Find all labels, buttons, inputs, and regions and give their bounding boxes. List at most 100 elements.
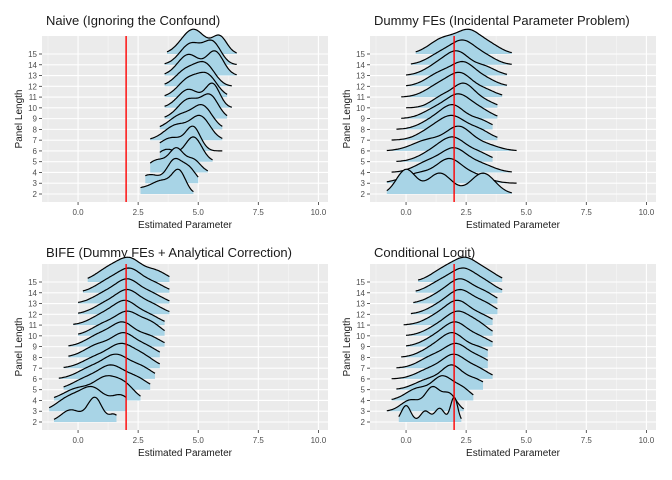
x-tick-label: 2.5	[461, 208, 473, 217]
y-tick-label: 4	[361, 168, 366, 177]
y-tick-label: 11	[357, 321, 366, 330]
ridge-line-9	[68, 321, 165, 347]
ridge-line-7	[391, 114, 498, 141]
ridge-line-10	[406, 82, 498, 109]
ridge-line-4	[391, 147, 512, 173]
y-tick-label: 14	[356, 289, 365, 298]
x-tick-label: 7.5	[253, 436, 265, 445]
ridge-line-5	[396, 136, 493, 162]
ridge-line-3	[386, 385, 465, 412]
ridge-line-15	[417, 256, 503, 281]
y-tick-label: 2	[33, 418, 38, 427]
ridge-fill-11	[401, 72, 503, 98]
y-tick-label: 10	[28, 332, 37, 341]
x-tick-label: 7.5	[581, 436, 593, 445]
y-tick-label: 6	[33, 375, 38, 384]
y-axis-label: Panel Length	[342, 90, 353, 149]
y-tick-label: 12	[28, 310, 37, 319]
y-tick-label: 12	[356, 82, 365, 91]
ridge-line-5	[63, 364, 151, 388]
ridge-fill-3	[49, 386, 127, 412]
ridge-line-6	[58, 353, 156, 379]
ridge-line-10	[406, 310, 493, 336]
ridge-line-7	[63, 342, 161, 368]
y-tick-label: 9	[361, 115, 366, 124]
ridge-fill-6	[391, 354, 493, 379]
panel-dummy-fe: Dummy FEs (Incidental Parameter Problem)…	[342, 13, 656, 231]
y-axis-label: Panel Length	[14, 90, 25, 149]
ridge-line-12	[77, 288, 170, 314]
y-tick-label: 11	[29, 321, 38, 330]
y-tick-label: 8	[33, 353, 38, 362]
y-tick-label: 4	[33, 168, 38, 177]
x-tick-label: 10.0	[639, 208, 655, 217]
x-tick-label: 10.0	[639, 436, 655, 445]
ridge-line-7	[396, 342, 489, 369]
ridge-line-9	[164, 93, 228, 118]
y-tick-label: 8	[33, 125, 38, 134]
ridge-line-14	[410, 39, 512, 65]
y-tick-label: 8	[361, 125, 366, 134]
y-tick-label: 15	[28, 278, 37, 287]
ridge-line-3	[48, 385, 127, 409]
y-tick-label: 9	[33, 343, 38, 352]
x-tick-label: 10.0	[311, 208, 327, 217]
y-tick-label: 8	[361, 353, 366, 362]
ridge-line-13	[78, 278, 170, 303]
y-tick-label: 6	[361, 147, 366, 156]
x-tick-label: 5.0	[521, 436, 533, 445]
x-tick-label: 7.5	[253, 208, 265, 217]
x-tick-label: 5.0	[193, 208, 205, 217]
ridge-line-3	[145, 157, 199, 178]
y-tick-label: 10	[356, 332, 365, 341]
ridge-line-8	[159, 103, 223, 128]
ridge-fill-2	[140, 169, 194, 194]
x-tick-label: 2.5	[461, 436, 473, 445]
x-tick-label: 2.5	[133, 208, 145, 217]
ridge-line-14	[415, 267, 503, 292]
ridge-line-11	[403, 299, 493, 326]
ridge-line-13	[164, 50, 237, 76]
ridge-line-14	[164, 39, 237, 65]
ridge-line-15	[415, 28, 512, 54]
ridge-line-12	[164, 60, 232, 87]
x-axis-label: Estimated Parameter	[138, 220, 233, 231]
x-axis-label: Estimated Parameter	[466, 448, 561, 459]
ridge-fill-3	[145, 158, 199, 184]
y-tick-label: 14	[356, 61, 365, 70]
panel-title: Conditional Logit)	[374, 245, 475, 260]
y-tick-label: 11	[357, 93, 366, 102]
ridge-line-9	[401, 93, 498, 119]
y-tick-label: 7	[361, 364, 366, 373]
ridge-line-12	[406, 60, 508, 87]
y-tick-label: 13	[356, 72, 365, 81]
ridge-line-13	[413, 278, 498, 304]
y-tick-label: 13	[28, 300, 37, 309]
x-tick-label: 0.0	[72, 436, 84, 445]
y-tick-label: 15	[356, 50, 365, 59]
ridge-line-8	[396, 104, 493, 130]
ridge-line-2	[53, 396, 117, 420]
ridge-line-13	[406, 50, 508, 76]
ridge-line-2	[398, 396, 462, 420]
panel-bife: BIFE (Dummy FEs + Analytical Correction)…	[14, 245, 328, 459]
x-tick-label: 5.0	[521, 208, 533, 217]
x-tick-label: 7.5	[581, 208, 593, 217]
ridge-fill-2	[54, 397, 117, 422]
y-tick-label: 11	[29, 93, 38, 102]
ridge-line-11	[164, 71, 228, 97]
ridge-line-15	[87, 256, 170, 279]
y-tick-label: 15	[356, 278, 365, 287]
panel-title: Dummy FEs (Incidental Parameter Problem)	[374, 13, 630, 28]
ridge-fill-2	[386, 169, 512, 194]
ridge-line-5	[159, 136, 213, 161]
ridge-line-4	[149, 147, 209, 172]
x-tick-label: 0.0	[400, 208, 412, 217]
ridge-line-6	[386, 125, 517, 152]
y-tick-label: 2	[361, 418, 366, 427]
y-tick-label: 6	[361, 375, 366, 384]
y-tick-label: 10	[356, 104, 365, 113]
y-tick-label: 4	[33, 396, 38, 405]
ridge-line-8	[68, 331, 161, 357]
y-tick-label: 7	[33, 364, 38, 373]
